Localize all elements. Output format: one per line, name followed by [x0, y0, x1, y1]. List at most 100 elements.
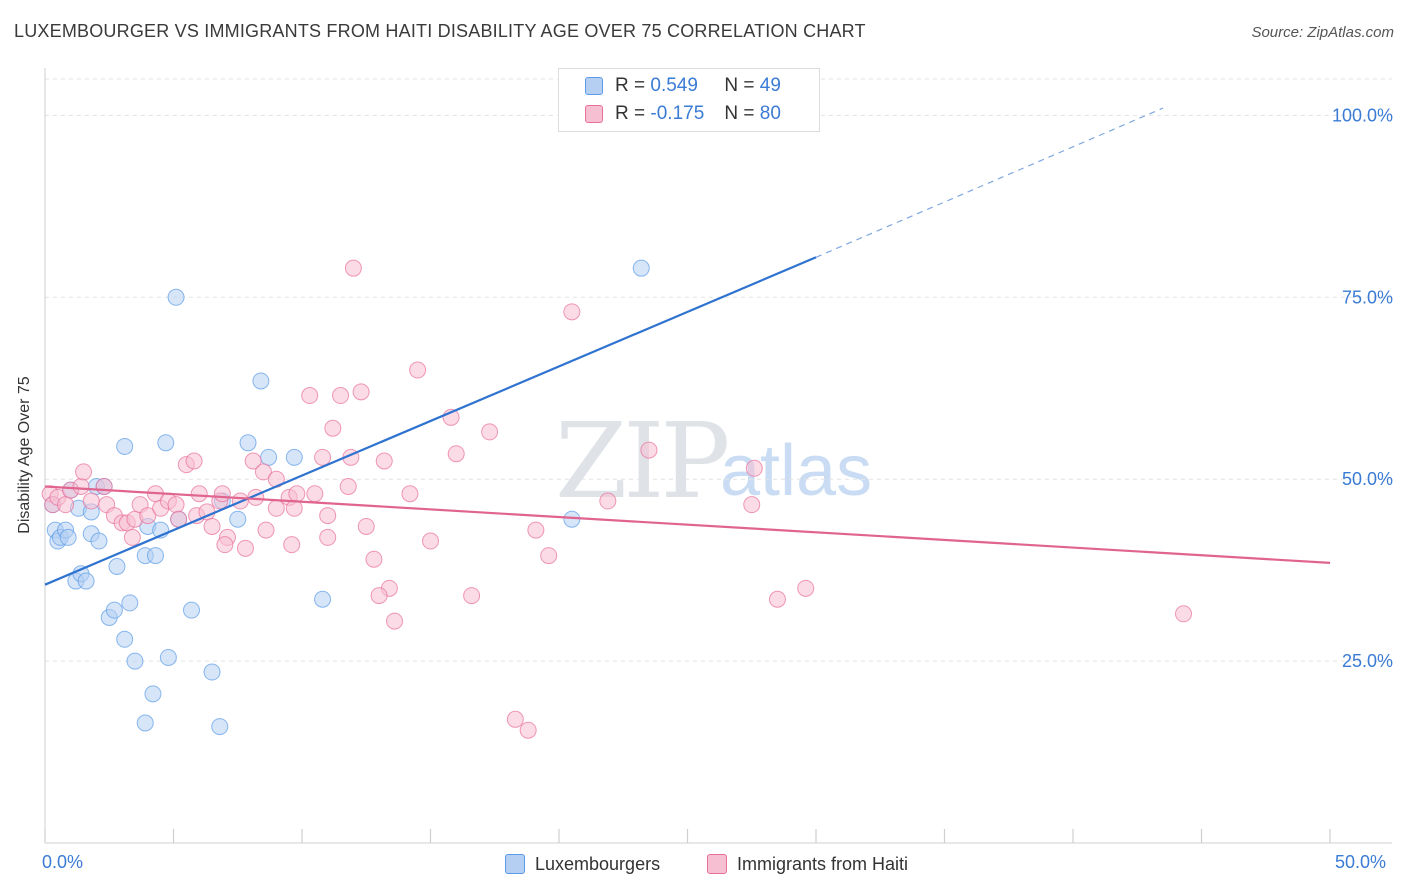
point-luxembourgers — [167, 288, 185, 306]
point-haiti — [640, 441, 658, 459]
bottom-legend-haiti: Immigrants from Haiti — [707, 851, 908, 877]
point-luxembourgers — [211, 718, 229, 736]
point-luxembourgers — [182, 601, 200, 619]
point-haiti — [463, 587, 481, 605]
point-luxembourgers — [260, 448, 278, 466]
bottom-legend-luxembourgers: Luxembourgers — [505, 851, 660, 877]
point-haiti — [386, 612, 404, 630]
point-haiti — [254, 463, 272, 481]
point-haiti — [527, 521, 545, 539]
point-haiti — [306, 485, 324, 503]
legend-n-value: 49 — [759, 75, 781, 96]
point-haiti — [216, 536, 234, 554]
point-luxembourgers — [144, 685, 162, 703]
bottom-legend-label: Immigrants from Haiti — [737, 853, 909, 874]
legend-n-value: 80 — [759, 103, 781, 124]
point-luxembourgers — [108, 558, 126, 576]
point-haiti — [352, 383, 370, 401]
point-haiti — [481, 423, 499, 441]
point-luxembourgers — [136, 714, 154, 732]
y-tick-label: 100.0% — [1332, 105, 1393, 125]
point-haiti — [357, 517, 375, 535]
point-haiti — [409, 361, 427, 379]
legend-r-value: 0.549 — [650, 75, 698, 96]
chart-source: Source: ZipAtlas.com — [1251, 24, 1394, 41]
trendline-haiti — [44, 485, 1331, 564]
y-tick-label: 75.0% — [1342, 287, 1393, 307]
trendline-luxembourgers — [44, 256, 817, 586]
point-haiti — [185, 452, 203, 470]
point-haiti — [506, 710, 524, 728]
point-luxembourgers — [105, 601, 123, 619]
point-haiti — [236, 539, 254, 557]
point-luxembourgers — [159, 648, 177, 666]
point-haiti — [244, 452, 262, 470]
point-luxembourgers — [116, 437, 134, 455]
bottom-legend-swatch-pink — [707, 854, 727, 874]
point-luxembourgers — [90, 532, 108, 550]
legend-r-label: R = — [615, 103, 646, 124]
point-luxembourgers — [314, 590, 332, 608]
point-luxembourgers — [203, 663, 221, 681]
watermark-atlas: atlas — [720, 431, 873, 511]
correlation-legend: R = 0.549 N = 49 R = -0.175 N = 80 — [558, 68, 820, 132]
point-luxembourgers — [157, 434, 175, 452]
x-tick-label-min: 0.0% — [42, 852, 84, 872]
point-haiti — [267, 499, 285, 517]
bottom-legend-label: Luxembourgers — [535, 853, 661, 874]
point-luxembourgers — [59, 528, 77, 546]
point-haiti — [1175, 605, 1193, 623]
point-luxembourgers — [285, 448, 303, 466]
point-haiti — [319, 507, 337, 525]
point-luxembourgers — [239, 434, 257, 452]
point-haiti — [365, 550, 383, 568]
point-haiti — [203, 517, 221, 535]
point-luxembourgers — [147, 547, 165, 565]
legend-r-label: R = — [615, 75, 646, 96]
legend-r-value: -0.175 — [650, 103, 705, 124]
point-luxembourgers — [121, 594, 139, 612]
point-haiti — [139, 507, 157, 525]
point-haiti — [75, 463, 93, 481]
point-luxembourgers — [126, 652, 144, 670]
point-haiti — [95, 477, 113, 495]
legend-row-haiti: R = -0.175 N = 80 — [585, 101, 781, 127]
legend-row-luxembourgers: R = 0.549 N = 49 — [585, 73, 781, 99]
trendline-luxembourgers-extension — [815, 107, 1164, 258]
point-haiti — [301, 387, 319, 405]
point-haiti — [519, 721, 537, 739]
watermark-zip: ZIP — [555, 400, 730, 522]
legend-swatch-pink — [585, 105, 603, 123]
point-haiti — [288, 485, 306, 503]
y-tick-label: 50.0% — [1342, 469, 1393, 489]
point-luxembourgers — [116, 630, 134, 648]
point-haiti — [401, 485, 419, 503]
point-haiti — [319, 528, 337, 546]
point-luxembourgers — [229, 510, 247, 528]
point-haiti — [422, 532, 439, 550]
legend-n-label: N = — [724, 75, 755, 96]
x-tick-label-max: 50.0% — [1335, 852, 1387, 872]
y-axis-label: Disability Age Over 75 — [16, 376, 33, 534]
point-haiti — [57, 496, 75, 514]
chart-title: LUXEMBOURGER VS IMMIGRANTS FROM HAITI DI… — [14, 21, 866, 41]
point-luxembourgers — [77, 572, 95, 590]
point-haiti — [370, 587, 388, 605]
point-haiti — [743, 496, 761, 514]
bottom-legend-swatch-blue — [505, 854, 525, 874]
point-haiti — [314, 448, 332, 466]
point-haiti — [339, 477, 357, 495]
point-haiti — [82, 492, 100, 510]
point-haiti — [768, 590, 786, 608]
legend-swatch-blue — [585, 77, 603, 95]
point-haiti — [447, 445, 465, 463]
point-luxembourgers — [252, 372, 270, 390]
point-haiti — [344, 259, 362, 277]
point-haiti — [123, 528, 141, 546]
point-luxembourgers — [632, 259, 650, 277]
point-haiti — [167, 496, 185, 514]
point-haiti — [332, 387, 350, 405]
point-haiti — [563, 303, 581, 321]
point-haiti — [797, 579, 815, 597]
point-haiti — [745, 459, 763, 477]
